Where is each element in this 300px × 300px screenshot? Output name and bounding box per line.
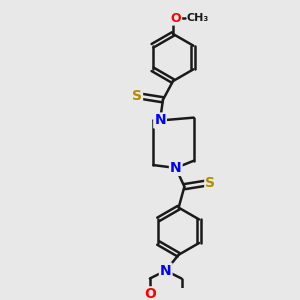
Text: O: O <box>144 287 156 300</box>
Text: N: N <box>170 161 182 175</box>
Text: N: N <box>154 113 166 128</box>
Text: S: S <box>205 176 215 190</box>
Text: N: N <box>160 264 172 278</box>
Text: CH₃: CH₃ <box>187 13 209 22</box>
Text: O: O <box>171 12 181 25</box>
Text: S: S <box>132 89 142 103</box>
